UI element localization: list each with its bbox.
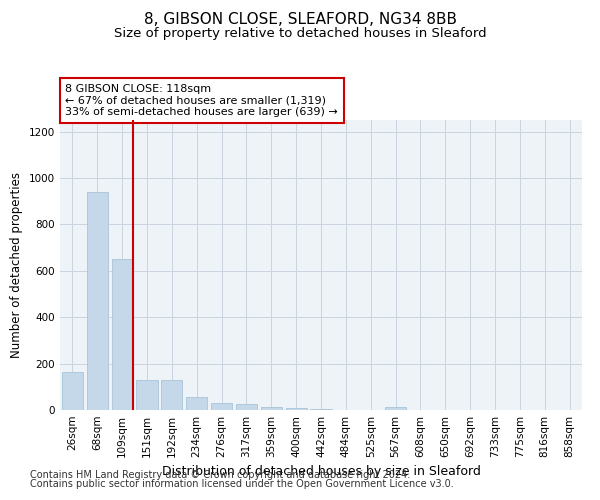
Text: Contains public sector information licensed under the Open Government Licence v3: Contains public sector information licen… (30, 479, 454, 489)
Bar (161, 380, 182, 410)
Bar (112, 259, 133, 410)
Bar (385, 406, 406, 410)
Y-axis label: Number of detached properties: Number of detached properties (10, 172, 23, 358)
Bar (211, 403, 232, 410)
X-axis label: Distribution of detached houses by size in Sleaford: Distribution of detached houses by size … (161, 466, 481, 478)
Bar (62, 372, 83, 410)
Text: Contains HM Land Registry data © Crown copyright and database right 2024.: Contains HM Land Registry data © Crown c… (30, 470, 410, 480)
Bar (310, 409, 332, 410)
Text: Size of property relative to detached houses in Sleaford: Size of property relative to detached ho… (113, 28, 487, 40)
Bar (186, 397, 207, 410)
Bar (286, 408, 307, 410)
Bar (236, 404, 257, 410)
Text: 8 GIBSON CLOSE: 118sqm
← 67% of detached houses are smaller (1,319)
33% of semi-: 8 GIBSON CLOSE: 118sqm ← 67% of detached… (65, 84, 338, 117)
Bar (87, 192, 108, 410)
Text: 8, GIBSON CLOSE, SLEAFORD, NG34 8BB: 8, GIBSON CLOSE, SLEAFORD, NG34 8BB (143, 12, 457, 28)
Bar (261, 406, 282, 410)
Bar (136, 380, 158, 410)
